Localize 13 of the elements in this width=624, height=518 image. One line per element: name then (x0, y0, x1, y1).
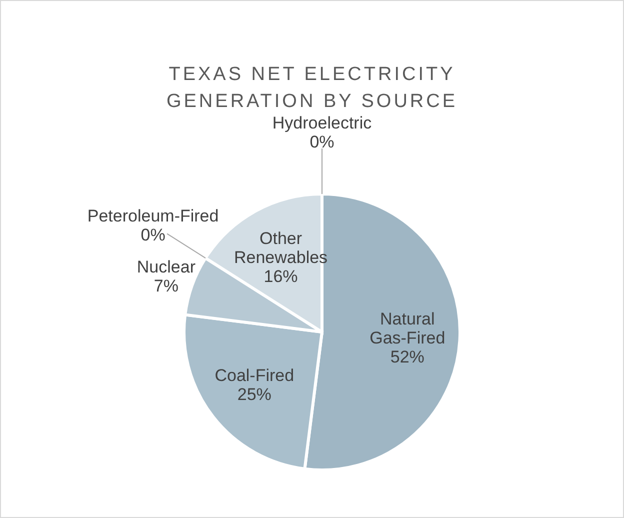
slice-label: Other Renewables (234, 229, 328, 268)
slice-label: Coal-Fired (214, 366, 294, 385)
category-label: Peteroleum-Fired (87, 206, 219, 226)
text: 0% (140, 225, 166, 244)
data-label: 7% (154, 276, 178, 296)
slice-label: Nuclear (136, 257, 196, 276)
data-label: 52% (390, 347, 424, 366)
slice-label: Natural Gas-Fired (370, 309, 446, 348)
data-label: 25% (237, 384, 272, 404)
data-label: 16% (264, 267, 298, 286)
text: 0% (310, 132, 334, 152)
chart-title: TEXAS NET ELECTRICITY GENERATION BY SOURCE (166, 64, 458, 112)
category-label: Hydroelectric (272, 113, 372, 132)
